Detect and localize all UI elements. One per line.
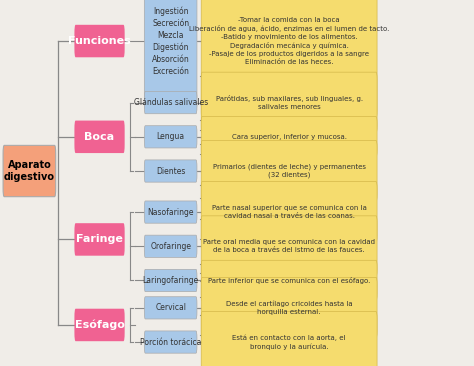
Text: Orofaringe: Orofaringe <box>150 242 191 251</box>
FancyBboxPatch shape <box>74 25 125 57</box>
FancyBboxPatch shape <box>201 311 377 366</box>
Text: Glándulas salivales: Glándulas salivales <box>134 98 208 107</box>
Text: -Tomar la comida con la boca
Liberación de agua, ácido, enzimas en el lumen de t: -Tomar la comida con la boca Liberación … <box>189 16 389 66</box>
FancyBboxPatch shape <box>201 277 377 338</box>
Text: Está en contacto con la aorta, el
bronquio y la aurícula.: Está en contacto con la aorta, el bronqu… <box>232 335 346 350</box>
FancyBboxPatch shape <box>74 223 125 256</box>
FancyBboxPatch shape <box>201 72 377 133</box>
Text: Cervical: Cervical <box>155 303 186 312</box>
Text: Dientes: Dientes <box>156 167 185 176</box>
Text: Porción torácica: Porción torácica <box>140 337 201 347</box>
Text: Parte inferior que se comunica con el esófago.: Parte inferior que se comunica con el es… <box>208 277 370 284</box>
FancyBboxPatch shape <box>145 297 197 319</box>
FancyBboxPatch shape <box>145 201 197 223</box>
Text: Laringofaringe: Laringofaringe <box>143 276 199 285</box>
Text: Funciones: Funciones <box>68 36 131 46</box>
FancyBboxPatch shape <box>145 126 197 148</box>
FancyBboxPatch shape <box>145 92 197 114</box>
FancyBboxPatch shape <box>201 0 377 118</box>
FancyBboxPatch shape <box>201 141 377 201</box>
FancyBboxPatch shape <box>201 260 377 300</box>
Text: Lengua: Lengua <box>156 132 185 141</box>
Text: Parótidas, sub maxilares, sub linguales, g.
salivales menores: Parótidas, sub maxilares, sub linguales,… <box>216 95 363 110</box>
Text: Faringe: Faringe <box>76 235 123 244</box>
FancyBboxPatch shape <box>74 120 125 153</box>
FancyBboxPatch shape <box>201 182 377 243</box>
Text: Aparato
digestivo: Aparato digestivo <box>4 160 55 182</box>
Text: Desde el cartílago cricoides hasta la
horquilla esternal.: Desde el cartílago cricoides hasta la ho… <box>226 301 353 315</box>
FancyBboxPatch shape <box>74 309 125 341</box>
FancyBboxPatch shape <box>3 145 56 197</box>
Text: Cara superior, inferior y mucosa.: Cara superior, inferior y mucosa. <box>232 134 346 140</box>
Text: Primarios (dientes de leche) y permanentes
(32 dientes): Primarios (dientes de leche) y permanent… <box>213 164 365 178</box>
FancyBboxPatch shape <box>145 0 197 109</box>
Text: Parte oral media que se comunica con la cavidad
de la boca a través del istmo de: Parte oral media que se comunica con la … <box>203 239 375 253</box>
FancyBboxPatch shape <box>201 117 377 157</box>
Text: Boca: Boca <box>84 132 115 142</box>
FancyBboxPatch shape <box>145 235 197 257</box>
FancyBboxPatch shape <box>201 216 377 277</box>
Text: Parte nasal superior que se comunica con la
cavidad nasal a través de las coanas: Parte nasal superior que se comunica con… <box>212 205 366 219</box>
FancyBboxPatch shape <box>145 269 197 292</box>
Text: Esófago: Esófago <box>74 320 125 330</box>
FancyBboxPatch shape <box>145 160 197 182</box>
Text: Ingestión
Secreción
Mezcla
Digestión
Absorción
Excreción: Ingestión Secreción Mezcla Digestión Abs… <box>152 7 190 76</box>
FancyBboxPatch shape <box>145 331 197 353</box>
Text: Nasofaringe: Nasofaringe <box>147 208 194 217</box>
